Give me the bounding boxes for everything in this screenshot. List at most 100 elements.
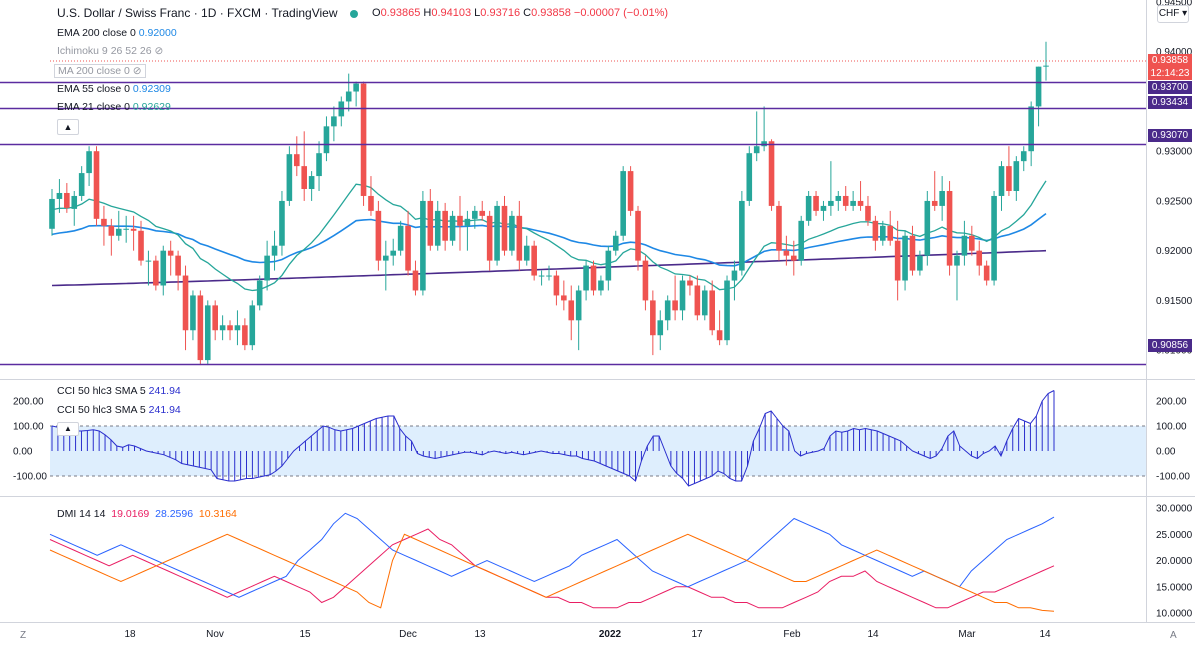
candle-body	[464, 218, 471, 226]
candle-body	[227, 325, 233, 331]
candle-body	[946, 190, 953, 266]
dmi-tick-label: 30.0000	[1156, 504, 1193, 515]
eye-crossed-icon[interactable]: ⊘	[154, 45, 164, 57]
cci-legend-1[interactable]: CCI 50 hlc3 SMA 5 241.94	[57, 385, 181, 397]
candle-body	[687, 280, 693, 286]
legend-ichimoku[interactable]: Ichimoku 9 26 52 26 ⊘	[57, 45, 164, 57]
candle-body	[308, 176, 315, 189]
cci-legend-2[interactable]: CCI 50 hlc3 SMA 5 241.94	[57, 404, 181, 416]
candle-body	[746, 153, 753, 201]
countdown-tag: 12:14:23	[1148, 67, 1192, 80]
candle-body	[256, 280, 263, 306]
candle-body	[64, 192, 70, 208]
auto-scale-toggle[interactable]: A	[1170, 630, 1177, 641]
candle-body	[820, 205, 827, 211]
ema21-line	[51, 180, 1047, 292]
collapse-legend-button[interactable]: ▲	[57, 119, 79, 135]
candle-body	[917, 255, 923, 271]
candle-body	[353, 83, 359, 92]
ohlc-readout: O0.93865 H0.94103 L0.93716 C0.93858 −0.0…	[372, 7, 669, 19]
candle-body	[197, 295, 204, 361]
candle-body	[828, 200, 834, 206]
zoom-toggle[interactable]: Z	[20, 630, 27, 641]
legend-ema55[interactable]: EMA 55 close 0 0.92309	[57, 83, 171, 95]
candle-body	[427, 200, 434, 246]
candle-body	[494, 205, 500, 261]
cci-histogram	[51, 390, 1055, 487]
candle-body	[657, 320, 664, 336]
candle-body	[486, 215, 493, 261]
time-tick-label: 14	[867, 629, 879, 640]
candle-body	[56, 192, 63, 199]
candle-body	[115, 228, 122, 236]
candle-body	[716, 330, 723, 341]
candle-body	[301, 166, 308, 189]
candle-body	[805, 195, 812, 221]
candle-body	[865, 205, 871, 221]
candle-body	[286, 154, 293, 201]
candles	[49, 41, 1049, 366]
candle-body	[182, 275, 189, 331]
candle-body	[575, 290, 582, 321]
candle-body	[523, 245, 530, 261]
candle-body	[857, 200, 864, 206]
candle-body	[1028, 106, 1034, 152]
candle-body	[538, 275, 545, 277]
candle-body	[672, 300, 678, 311]
cci-band	[50, 426, 1146, 476]
dmi-legend[interactable]: DMI 14 14 19.0169 28.2596 10.3164	[57, 508, 237, 520]
candle-body	[783, 250, 790, 256]
candle-body	[501, 205, 508, 251]
candle-body	[405, 225, 411, 271]
candle-body	[190, 295, 196, 331]
candle-body	[242, 325, 248, 346]
candle-body	[1020, 151, 1027, 162]
eye-crossed-icon[interactable]: ⊘	[132, 65, 142, 77]
candle-body	[160, 250, 167, 286]
time-tick-label: Dec	[399, 629, 417, 640]
candle-body	[86, 151, 92, 174]
cci-tick-label: 0.00	[1156, 447, 1176, 458]
candle-body	[531, 245, 537, 276]
candle-body	[902, 235, 908, 281]
candle-body	[1006, 166, 1012, 191]
price-tick-label: 0.91500	[1156, 296, 1193, 307]
candle-body	[130, 228, 137, 231]
candle-body	[880, 225, 886, 241]
candle-body	[568, 300, 575, 321]
candle-body	[123, 228, 129, 230]
candle-body	[108, 225, 115, 236]
candle-body	[219, 325, 226, 331]
candle-body	[457, 215, 463, 226]
candle-body	[279, 200, 285, 246]
candle-body	[590, 265, 597, 291]
candle-body	[420, 200, 426, 291]
candle-body	[998, 166, 1005, 196]
candle-body	[383, 255, 389, 261]
legend-ema200[interactable]: EMA 200 close 0 0.92000	[57, 27, 177, 39]
legend-ema21[interactable]: EMA 21 close 0 0.92629	[57, 101, 171, 113]
candle-body	[650, 300, 656, 336]
candle-body	[434, 210, 441, 246]
candle-body	[924, 200, 931, 256]
candle-body	[516, 215, 523, 261]
candle-body	[472, 210, 478, 219]
candle-body	[1013, 161, 1020, 191]
currency-selector[interactable]: CHF ▾	[1157, 5, 1189, 23]
dmi-plus-line	[49, 512, 1055, 598]
level-tag-4: 0.90856	[1148, 339, 1192, 352]
candle-body	[664, 300, 671, 321]
collapse-cci-legend-button[interactable]: ▲	[57, 422, 79, 436]
candle-body	[546, 275, 552, 277]
candle-body	[1035, 66, 1042, 107]
time-tick-label: 13	[474, 629, 486, 640]
candle-body	[375, 210, 382, 261]
candle-body	[679, 280, 686, 311]
chart-title: U.S. Dollar / Swiss Franc · 1D · FXCM · …	[57, 6, 338, 20]
candle-body	[872, 220, 879, 241]
horizontal-levels	[0, 81, 1146, 366]
candle-body	[694, 285, 701, 316]
legend-ma200[interactable]: MA 200 close 0 ⊘	[54, 64, 146, 78]
candle-body	[175, 255, 181, 276]
